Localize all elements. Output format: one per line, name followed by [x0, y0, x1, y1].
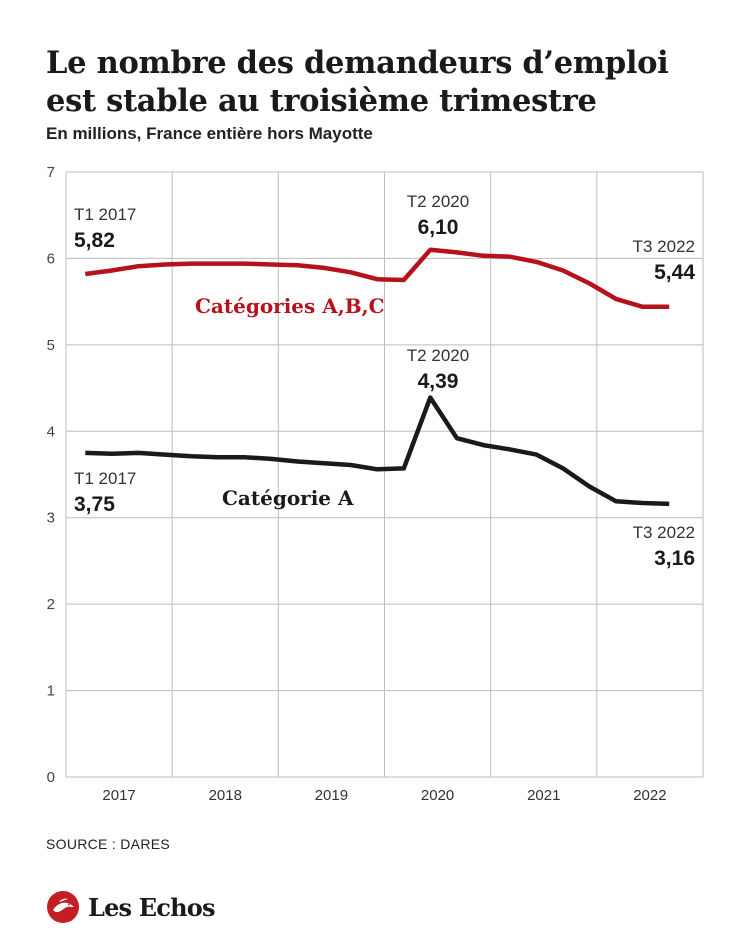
annotation-period-label: T2 2020 — [407, 346, 469, 365]
series-line-abc — [85, 247, 670, 310]
x-tick-label: 2020 — [421, 787, 454, 804]
x-tick-label: 2019 — [315, 787, 348, 804]
annotation-value-label: 3,75 — [74, 493, 115, 516]
annotation-value-label: 3,16 — [654, 547, 695, 570]
x-tick-label: 2017 — [102, 787, 135, 804]
series-label-a: Catégorie A — [222, 486, 354, 510]
annotation-period-label: T3 2022 — [633, 237, 695, 256]
x-tick-label: 2021 — [527, 787, 560, 804]
line-chart: 0 1 2 3 4 5 6 7 2017 2018 2019 2020 2021 2022 Catégori… — [47, 164, 704, 804]
chart-title: Le nombre des demandeurs d’emploi est st… — [46, 44, 726, 120]
source-note: SOURCE : DARES — [46, 836, 170, 852]
x-tick-label: 2018 — [209, 787, 242, 804]
annotation-value-label: 5,44 — [654, 261, 695, 284]
annotation-period-label: T1 2017 — [74, 205, 136, 224]
y-tick-label: 2 — [47, 596, 55, 613]
series-line-a — [85, 395, 670, 507]
y-tick-label: 3 — [47, 510, 55, 527]
annotation-period-label: T2 2020 — [407, 192, 469, 211]
annotation-value-label: 6,10 — [418, 216, 459, 239]
title-line-2: est stable au troisième trimestre — [46, 83, 597, 119]
annotation-period-label: T3 2022 — [633, 523, 695, 542]
series-label-abc: Catégories A,B,C — [195, 294, 385, 318]
y-tick-label: 6 — [47, 250, 55, 267]
annotation-period-label: T1 2017 — [74, 469, 136, 488]
brand-logo: Les Echos — [46, 886, 215, 928]
y-tick-label: 0 — [47, 769, 55, 786]
annotation-value-label: 4,39 — [418, 370, 459, 393]
y-tick-label: 5 — [47, 337, 55, 354]
title-line-1: Le nombre des demandeurs d’emploi — [46, 45, 669, 81]
y-tick-label: 1 — [47, 683, 55, 700]
les-echos-emblem-icon — [47, 891, 79, 923]
annotation-value-label: 5,82 — [74, 229, 115, 252]
y-tick-label: 4 — [47, 423, 55, 440]
x-tick-label: 2022 — [633, 787, 666, 804]
brand-name: Les Echos — [88, 892, 215, 922]
chart-subtitle: En millions, France entière hors Mayotte — [46, 124, 373, 143]
y-tick-label: 7 — [47, 164, 55, 181]
